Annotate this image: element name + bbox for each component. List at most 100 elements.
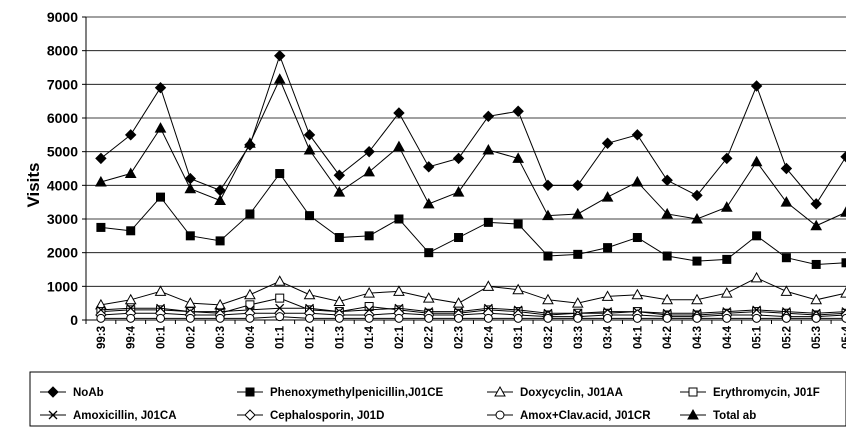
x-tick-label: 99:3: [96, 326, 108, 349]
data-point: [393, 285, 405, 296]
data-point: [126, 313, 136, 323]
data-point: [394, 313, 404, 323]
series-line: [100, 297, 846, 316]
x-tick-label: 05:3: [811, 326, 823, 349]
data-point: [273, 275, 286, 286]
data-point: [275, 293, 285, 303]
y-axis-ticks: 0 1000 2000 3000 4000 5000 6000 7000 8000 9000: [47, 9, 86, 328]
series-line: [100, 172, 846, 265]
data-point: [333, 186, 346, 197]
data-point: [722, 254, 732, 264]
legend-marker: [48, 410, 58, 420]
data-point: [810, 198, 822, 210]
x-tick-label: 05:2: [781, 326, 793, 349]
x-tick-label: 02:2: [424, 326, 436, 349]
data-point: [752, 231, 762, 241]
x-tick-label: 02:1: [394, 325, 406, 349]
data-point: [691, 189, 703, 202]
data-point: [422, 197, 435, 209]
data-point: [841, 258, 846, 268]
x-tick-label: 00:1: [156, 325, 168, 349]
x-tick-label: 02:4: [483, 325, 495, 349]
data-point: [185, 231, 195, 241]
data-point: [721, 152, 733, 165]
series-line: [100, 312, 846, 318]
data-point: [601, 191, 614, 202]
y-tick-label: 3000: [47, 211, 78, 227]
data-point: [601, 137, 614, 149]
data-point: [424, 313, 434, 323]
data-point: [572, 179, 584, 192]
data-point: [662, 313, 672, 323]
data-point: [750, 80, 763, 92]
data-point: [720, 287, 733, 298]
data-point: [245, 313, 255, 323]
data-point: [722, 313, 732, 323]
data-point: [124, 167, 137, 179]
data-point: [512, 105, 524, 117]
legend-marker: [245, 387, 255, 397]
data-point: [275, 312, 285, 322]
data-point: [363, 145, 375, 158]
legend-marker: [244, 409, 256, 421]
x-tick-label: 00:4: [245, 325, 257, 349]
data-point: [542, 209, 554, 221]
data-point: [124, 129, 137, 141]
legend-item: Amox+Clav.acid, J01CR: [487, 410, 651, 422]
data-point: [601, 290, 614, 301]
data-point: [512, 283, 525, 295]
data-point: [363, 165, 375, 177]
data-point: [543, 313, 553, 323]
data-point: [334, 313, 344, 323]
series-line: [100, 78, 846, 227]
data-point: [364, 231, 374, 241]
data-point: [840, 151, 846, 163]
data-point: [422, 292, 435, 303]
data-point: [454, 313, 464, 323]
x-tick-label: 01:1: [275, 325, 287, 349]
series-group: [95, 50, 846, 323]
data-point: [156, 313, 166, 323]
data-point: [393, 107, 405, 119]
data-point: [571, 297, 584, 308]
legend-label: NoAb: [73, 387, 104, 399]
x-tick-label: 05:4: [841, 325, 846, 349]
x-tick-label: 99:4: [126, 325, 138, 349]
data-point: [95, 152, 107, 165]
x-tick-label: 04:2: [662, 326, 674, 349]
data-point: [661, 293, 674, 305]
data-point: [394, 214, 404, 224]
data-point: [303, 143, 316, 155]
data-point: [781, 313, 791, 323]
data-point: [513, 313, 523, 323]
data-point: [154, 81, 167, 94]
data-point: [423, 161, 435, 173]
data-point: [333, 295, 346, 306]
data-point: [810, 219, 823, 231]
data-point: [603, 243, 613, 253]
y-tick-label: 9000: [47, 9, 78, 25]
legend-label: Doxycyclin, J01AA: [520, 387, 623, 399]
data-point: [305, 211, 315, 221]
data-point: [632, 313, 642, 323]
legend-item: Total ab: [680, 408, 756, 422]
data-point: [661, 207, 674, 219]
series-line: [100, 54, 846, 205]
x-tick-label: 01:2: [305, 326, 317, 349]
series-6: [96, 312, 846, 323]
data-point: [603, 313, 613, 323]
data-point: [303, 129, 316, 141]
series-0: [95, 50, 846, 210]
legend-box: [29, 371, 846, 427]
data-point: [452, 297, 465, 308]
data-point: [513, 219, 523, 229]
data-point: [661, 174, 673, 186]
legend-marker: [688, 387, 698, 397]
y-tick-label: 5000: [47, 144, 78, 160]
data-point: [245, 209, 255, 219]
data-point: [692, 256, 702, 266]
legend-item: Amoxicillin, J01CA: [40, 410, 177, 422]
legend-label: Erythromycin, J01F: [713, 387, 820, 399]
data-point: [95, 175, 107, 187]
x-tick-label: 04:1: [632, 325, 644, 349]
